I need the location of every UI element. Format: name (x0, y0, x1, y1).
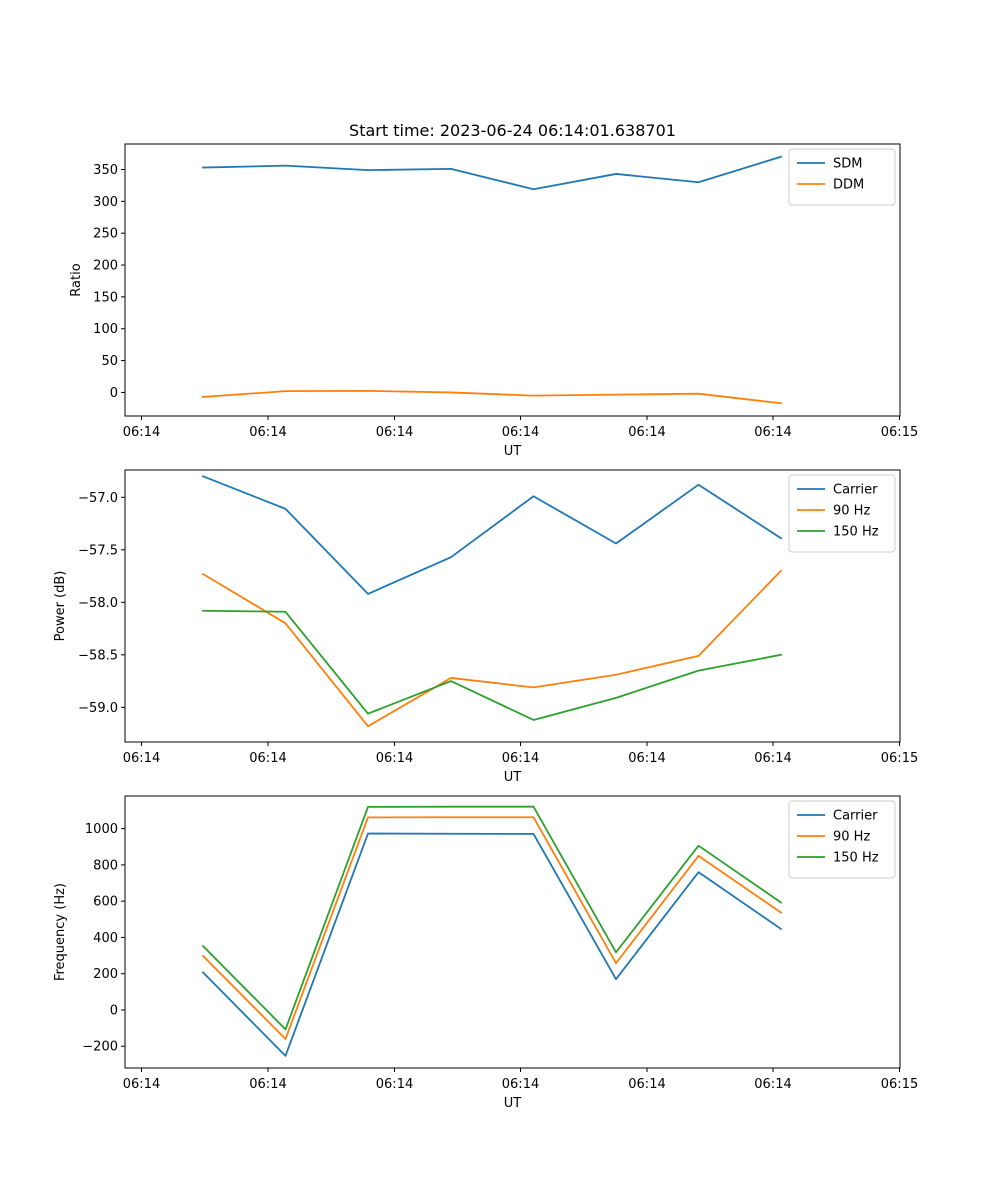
x-tick-label: 06:14 (249, 751, 286, 766)
y-tick-label: −57.5 (78, 543, 118, 558)
x-tick-label: 06:14 (628, 1077, 665, 1092)
y-tick-label: −58.0 (78, 596, 118, 611)
legend-entry-label: SDM (833, 157, 862, 172)
series-line-carrier (201, 832, 783, 1057)
series-line-90-hz (201, 816, 783, 1040)
series-line-ddm (202, 389, 782, 405)
legend: SDM DDM (788, 148, 896, 206)
subplot-1: 0 50 100 150 200 250 300 350 06:14 06:14 06:14 06:1… (69, 143, 918, 459)
legend-box (788, 474, 896, 553)
x-tick-label: 06:14 (502, 1077, 539, 1092)
legend-entry-label: 150 Hz (833, 525, 879, 540)
subplots: 0 50 100 150 200 250 300 350 06:14 06:14 06:14 06:1… (53, 143, 918, 1111)
series-line-150-hz (201, 805, 783, 1031)
y-tick-label: 300 (93, 195, 118, 210)
x-axis-label: UT (504, 770, 522, 785)
legend-entry-label: 90 Hz (833, 504, 870, 519)
x-tick-label: 06:14 (502, 751, 539, 766)
subplot-3: −200 0 200 400 600 800 1000 06:14 06:14 06:14 06:1… (53, 795, 918, 1111)
y-tick-label: −57.0 (78, 491, 118, 506)
x-tick-label: 06:14 (123, 425, 160, 440)
x-tick-label: 06:14 (123, 751, 160, 766)
x-tick-label: 06:14 (754, 425, 791, 440)
y-tick-label: 600 (93, 895, 118, 910)
x-axis-label: UT (504, 1096, 522, 1111)
y-tick-label: 0 (110, 386, 118, 401)
y-tick-label: 200 (93, 259, 118, 274)
x-tick-label: 06:14 (249, 425, 286, 440)
x-tick-label: 06:14 (502, 425, 539, 440)
x-tick-label: 06:14 (754, 1077, 791, 1092)
y-tick-label: 50 (101, 354, 118, 369)
y-axis-label: Ratio (69, 263, 84, 296)
x-tick-label: 06:14 (123, 1077, 160, 1092)
legend: Carrier 90 Hz 150 Hz (788, 474, 896, 553)
y-tick-label: 200 (93, 967, 118, 982)
x-tick-label: 06:14 (376, 1077, 413, 1092)
x-axis-label: UT (504, 444, 522, 459)
y-tick-label: 100 (93, 322, 118, 337)
y-tick-label: 250 (93, 227, 118, 242)
subplot-2: −59.0 −58.5 −58.0 −57.5 −57.0 06:14 06:14 06:14… (53, 469, 918, 785)
x-tick-label: 06:14 (249, 1077, 286, 1092)
series-line-150-hz (202, 609, 783, 721)
legend-entry-label: DDM (833, 178, 864, 193)
axes-frame (124, 469, 901, 743)
legend-entry-label: 90 Hz (833, 830, 870, 845)
x-tick-label: 06:15 (881, 425, 918, 440)
y-tick-label: −200 (82, 1040, 118, 1055)
series-line-carrier (201, 475, 783, 595)
x-tick-label: 06:15 (881, 751, 918, 766)
series-line-sdm (202, 155, 783, 191)
legend-entry-label: Carrier (833, 809, 878, 824)
y-tick-label: 350 (93, 163, 118, 178)
legend-entry-label: 150 Hz (833, 851, 879, 866)
legend-entry-label: Carrier (833, 483, 878, 498)
y-tick-label: −59.0 (78, 701, 118, 716)
x-tick-label: 06:14 (376, 425, 413, 440)
x-tick-label: 06:14 (754, 751, 791, 766)
y-tick-label: 0 (110, 1003, 118, 1018)
y-axis-label: Frequency (Hz) (53, 883, 68, 981)
x-tick-label: 06:15 (881, 1077, 918, 1092)
y-tick-label: 800 (93, 858, 118, 873)
series-line-90-hz (201, 569, 783, 728)
axes-frame (124, 143, 901, 417)
y-tick-label: −58.5 (78, 648, 118, 663)
y-axis-label: Power (dB) (53, 571, 68, 642)
y-tick-label: 150 (93, 290, 118, 305)
y-tick-label: 1000 (85, 822, 118, 837)
legend: Carrier 90 Hz 150 Hz (788, 800, 896, 879)
x-tick-label: 06:14 (376, 751, 413, 766)
x-tick-label: 06:14 (628, 425, 665, 440)
legend-box (788, 800, 896, 879)
x-tick-label: 06:14 (628, 751, 665, 766)
y-tick-label: 400 (93, 931, 118, 946)
chart-title: Start time: 2023-06-24 06:14:01.638701 (349, 121, 676, 140)
axes-frame (124, 795, 901, 1069)
